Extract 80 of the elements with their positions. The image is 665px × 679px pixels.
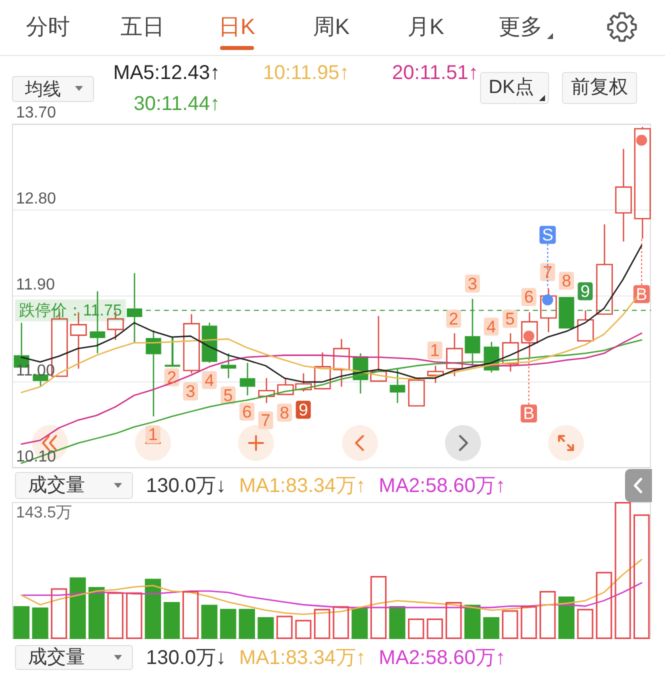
- bar: [596, 572, 612, 639]
- bar: [483, 617, 500, 639]
- bar: [32, 607, 48, 639]
- bar: [520, 606, 537, 639]
- text: 30:11.44↑: [132, 93, 220, 115]
- bar: [182, 591, 199, 639]
- text: 5: [505, 310, 515, 329]
- text: 3: [468, 274, 478, 294]
- series-label: S: [542, 226, 554, 245]
- bar: [295, 620, 312, 639]
- bar: [258, 617, 274, 639]
- series-label: 2: [167, 368, 176, 387]
- text: 1: [430, 341, 440, 360]
- bar: [502, 610, 518, 639]
- text: MA5:12.43↑: [112, 62, 220, 84]
- text: 2: [448, 310, 458, 329]
- text: 10:11.95↑: [262, 62, 350, 84]
- text: MA1:83.34万↑: [239, 474, 366, 496]
- bar: [634, 514, 650, 639]
- bar: [70, 577, 86, 639]
- bar: [50, 588, 68, 639]
- text: 4: [486, 317, 496, 336]
- legend-title: 成交量: [28, 647, 85, 668]
- bar: [107, 592, 124, 639]
- bar: [446, 602, 462, 639]
- bar: [314, 608, 330, 639]
- bar: [464, 604, 481, 639]
- legend-title: 均线: [25, 79, 61, 99]
- bar: [144, 578, 162, 639]
- bar: [408, 618, 424, 639]
- series-label: 6: [242, 402, 252, 422]
- text: 7: [542, 262, 552, 282]
- legend-label: MA1:83.34万↑: [239, 646, 366, 668]
- bar: [540, 591, 556, 639]
- bar: [276, 616, 293, 639]
- text: 9: [580, 282, 590, 301]
- bar: [332, 606, 349, 639]
- y-tick-label: 11.90: [16, 276, 55, 294]
- text: 分时: [26, 14, 70, 39]
- bar: [238, 608, 256, 639]
- text: 8: [280, 403, 290, 422]
- bar: [370, 576, 387, 639]
- y-tick-label: 13.70: [16, 104, 56, 122]
- text: 20:11.51↑: [392, 62, 478, 84]
- series-label: B: [523, 404, 535, 424]
- bar: [220, 608, 236, 639]
- text: B: [636, 284, 648, 304]
- series-label: 3: [186, 382, 196, 402]
- bar: [126, 592, 142, 639]
- text: 前复权: [562, 72, 637, 104]
- text: 更多: [498, 14, 542, 39]
- legend-label: MA2:58.60万↑: [378, 646, 506, 668]
- bar: [201, 604, 218, 639]
- text: 周K: [313, 14, 350, 39]
- text: MA2:58.60万↑: [378, 474, 506, 496]
- bar: [577, 608, 594, 639]
- series-label: 9: [298, 400, 308, 420]
- legend-title: 成交量: [28, 475, 85, 496]
- bar: [558, 596, 575, 639]
- annotation: 143.5万: [16, 504, 72, 522]
- series-label: 4: [204, 370, 214, 390]
- y-tick-label: 12.80: [16, 190, 56, 208]
- series-label: 5: [223, 386, 233, 406]
- series-label: 1: [148, 425, 158, 444]
- text: 五日: [120, 14, 164, 39]
- bar: [614, 502, 631, 639]
- bar: [389, 606, 406, 639]
- text: 130.0万↓: [146, 646, 226, 668]
- series-label: 8: [562, 271, 572, 290]
- bar: [164, 602, 180, 639]
- text: DK点: [480, 72, 549, 104]
- bar: [88, 586, 105, 639]
- text: 日K: [218, 14, 256, 39]
- bar: [426, 618, 443, 639]
- bar: [352, 607, 368, 639]
- series-label: 7: [260, 410, 270, 430]
- text: 月K: [408, 14, 444, 39]
- text: 130.0万↓: [146, 474, 226, 496]
- text: 6: [524, 288, 534, 307]
- bar: [13, 606, 30, 639]
